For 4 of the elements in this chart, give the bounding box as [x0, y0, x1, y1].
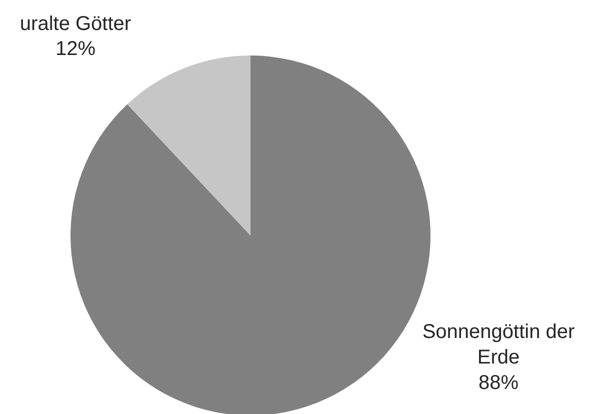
data-label: 88%: [478, 372, 519, 394]
data-label: 12%: [55, 38, 96, 60]
slice-label: uralte Götter: [20, 12, 132, 35]
slice-label: Sonnengöttin der Erde: [422, 321, 576, 368]
